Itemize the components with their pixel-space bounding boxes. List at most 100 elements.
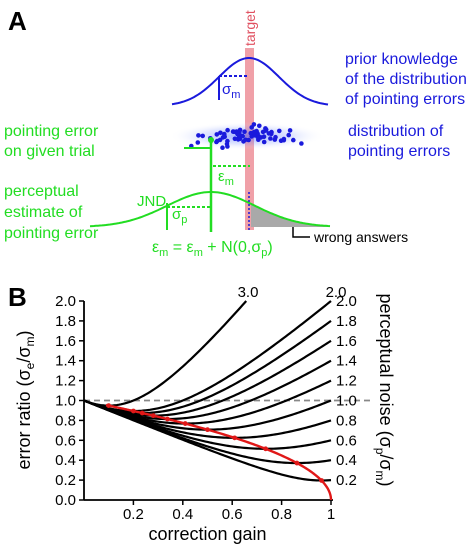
optimal-point <box>165 416 170 422</box>
distribution-dot <box>257 123 262 129</box>
x-tick-label: 1 <box>327 506 335 523</box>
x-tick-label: 0.8 <box>271 506 292 523</box>
panel-a-label: A <box>8 6 27 36</box>
distribution-text-2: pointing errors <box>348 143 450 160</box>
noise-equation: εm = εm + N(0,σp) <box>152 239 273 259</box>
trial-dot <box>208 137 214 143</box>
wrong-answers-area <box>251 203 330 227</box>
distribution-dot <box>195 140 201 145</box>
wrong-answers-pointer <box>292 227 310 238</box>
distribution-dot <box>286 132 292 138</box>
distribution-blur <box>169 122 325 150</box>
y-tick-label: 0.6 <box>55 432 76 449</box>
distribution-dot <box>235 131 240 137</box>
distribution-dot <box>241 139 246 144</box>
y-tick-label: 1.2 <box>55 373 76 390</box>
top-noise-label-right: 2.0 <box>326 284 347 301</box>
perceptual-distribution-curve <box>89 191 331 228</box>
y-tick-label: 0.8 <box>55 412 76 429</box>
distribution-dot <box>261 139 267 145</box>
noise-level-label: 0.8 <box>336 412 357 429</box>
panel-b: B 0.00.20.40.60.81.01.21.41.61.82.00.2 0.… <box>8 282 396 544</box>
pointing-error-text-1: pointing error <box>4 123 99 140</box>
distribution-dot <box>291 137 296 143</box>
optimal-point <box>131 408 136 414</box>
distribution-dot <box>252 129 258 135</box>
noise-level-label: 1.2 <box>336 373 357 390</box>
distribution-dot <box>299 141 304 146</box>
distribution-dot <box>269 131 274 137</box>
noise-level-label: 1.4 <box>336 353 357 370</box>
pointing-error-text-2: on given trial <box>4 143 95 160</box>
prior-distribution-curve <box>171 57 329 106</box>
prior-text-2: of the distribution <box>345 71 467 88</box>
noise-level-label: 1.8 <box>336 313 357 330</box>
x-tick-label: 0.6 <box>222 506 243 523</box>
distribution-dot <box>220 145 225 150</box>
noise-curve <box>83 379 332 425</box>
distribution-dot <box>272 137 278 142</box>
distribution-dot <box>218 130 223 136</box>
optimal-point <box>182 421 188 426</box>
y-tick-label: 2.0 <box>55 293 76 310</box>
noise-curve <box>83 320 332 415</box>
distribution-dot <box>268 136 273 141</box>
jnd-label: JND <box>137 193 166 210</box>
noise-level-label: 0.4 <box>336 452 357 469</box>
noise-level-label: 0.6 <box>336 432 357 449</box>
distribution-dot <box>196 133 201 138</box>
optimal-point <box>205 427 210 433</box>
distribution-dot <box>246 137 251 143</box>
distribution-dot <box>230 129 236 134</box>
noise-curve <box>83 300 332 413</box>
distribution-dot <box>235 137 241 142</box>
optimal-point <box>263 446 269 452</box>
distribution-dot <box>251 122 257 127</box>
perceptual-text-3: pointing error <box>4 225 99 242</box>
distribution-dots <box>189 122 304 150</box>
optimal-point <box>106 403 112 409</box>
noise-level-label: 0.2 <box>336 472 357 489</box>
distribution-dot <box>240 133 245 139</box>
panel-a: A target σm prior knowledge of the distr… <box>4 6 467 259</box>
top-noise-label-left: 3.0 <box>238 284 259 301</box>
perceptual-text-1: perceptual <box>4 183 79 200</box>
distribution-dot <box>225 127 230 133</box>
distribution-dot <box>242 129 247 134</box>
perceptual-text-2: estimate of <box>4 204 83 221</box>
optimal-point <box>294 460 300 466</box>
right-axis-label: perceptual noise (σp/σm) <box>373 293 396 486</box>
perceptual-sigma-label: σp <box>172 206 187 226</box>
distribution-dot <box>200 133 205 139</box>
distribution-dot <box>225 144 230 149</box>
distribution-dot <box>248 130 254 136</box>
distribution-dot <box>263 128 268 133</box>
y-tick-label: 1.4 <box>55 353 76 370</box>
y-tick-label: 0.0 <box>55 492 76 509</box>
optimal-point <box>139 410 145 416</box>
prior-sigma-label: σm <box>222 81 240 101</box>
distribution-dot <box>277 128 282 134</box>
distribution-dot <box>281 137 287 143</box>
noise-level-label: 1.6 <box>336 333 357 350</box>
y-axis-label: error ratio (σe/σm) <box>14 331 37 470</box>
y-tick-label: 0.4 <box>55 452 76 469</box>
x-tick-label: 0.4 <box>172 506 193 523</box>
distribution-dot <box>214 132 220 137</box>
panel-b-label: B <box>8 282 27 312</box>
x-axis-label: correction gain <box>148 524 266 544</box>
optimal-point <box>150 413 156 419</box>
epsilon-label: εm <box>218 168 234 188</box>
distribution-dot <box>287 128 293 133</box>
y-tick-label: 1.8 <box>55 313 76 330</box>
noise-level-label: 1.0 <box>336 393 357 410</box>
error-ratio-chart: 0.0 0.2 0.4 0.6 0.8 1.0 1.2 1.4 1.6 1.8 2.0 0.2 0.4 0… <box>14 284 396 544</box>
y-tick-label: 1.0 <box>55 393 76 410</box>
optimal-point <box>319 478 324 483</box>
distribution-dot <box>225 138 230 144</box>
prior-text-1: prior knowledge <box>345 51 458 68</box>
prior-text-3: of pointing errors <box>345 91 465 108</box>
y-tick-label: 1.6 <box>55 333 76 350</box>
distribution-dot <box>222 131 227 137</box>
x-tick-label: 0.2 <box>123 506 144 523</box>
